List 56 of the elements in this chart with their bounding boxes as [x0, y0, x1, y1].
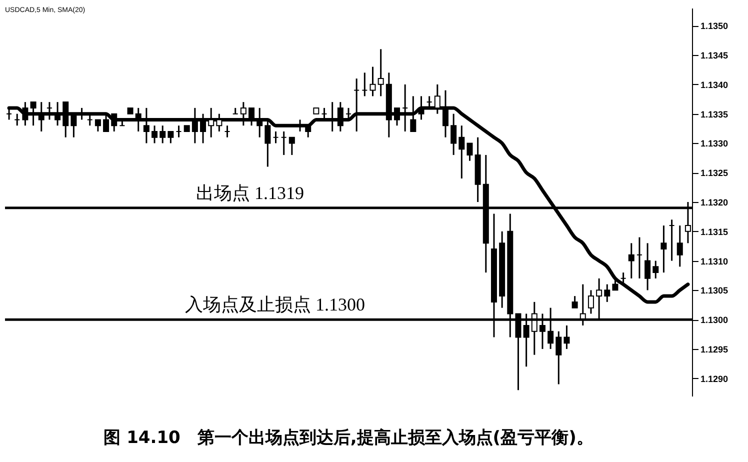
candlestick — [466, 142, 473, 162]
candlestick — [668, 218, 675, 262]
candlestick — [305, 124, 312, 138]
y-tick-label: 1.1320 — [700, 198, 728, 208]
candlestick — [86, 113, 93, 126]
y-tick-label: 1.1315 — [700, 226, 728, 237]
ref-line-label: 入场点及止损点 1.1300 — [185, 294, 365, 315]
candlestick — [676, 224, 683, 268]
candlestick — [168, 130, 174, 144]
candlestick — [176, 124, 182, 138]
candlestick — [660, 224, 667, 274]
candlestick — [556, 330, 562, 385]
candlestick — [362, 72, 368, 97]
candlestick — [628, 242, 634, 280]
candlestick — [94, 118, 101, 132]
candlestick — [652, 260, 659, 280]
y-tick-label: 1.1335 — [700, 109, 728, 120]
y-tick-label: 1.1340 — [700, 80, 728, 90]
candlestick — [103, 113, 110, 132]
candlestick — [378, 48, 384, 97]
candlestick — [119, 118, 126, 126]
y-tick-label: 1.1345 — [700, 50, 728, 61]
y-tick-label: 1.1305 — [700, 286, 728, 296]
candlestick — [224, 124, 230, 138]
candlestick — [14, 113, 20, 126]
y-tick-label: 1.1310 — [700, 256, 728, 266]
candlestick — [636, 236, 642, 280]
candlestick — [370, 66, 376, 97]
candlestick — [200, 113, 206, 144]
candlestick — [612, 278, 618, 291]
candlestick — [160, 124, 166, 144]
y-tick-label: 1.1325 — [700, 168, 728, 178]
y-tick-label: 1.1300 — [700, 315, 728, 326]
text: 图 14.10 第一个出场点到达后,提高止损至入场点(盈亏平衡)。 — [104, 428, 594, 448]
candlestick — [70, 113, 77, 138]
candlestick — [450, 113, 457, 156]
candlestick — [232, 107, 238, 115]
y-tick-label: 1.1295 — [700, 344, 728, 354]
candlestick — [111, 113, 118, 132]
candlestick — [152, 124, 158, 144]
candlestick — [458, 124, 465, 180]
candlestick — [564, 324, 570, 350]
candlestick — [288, 136, 295, 156]
candlestick — [572, 295, 578, 309]
candlestick — [264, 118, 271, 168]
y-tick-label: 1.1350 — [700, 21, 728, 32]
candlestick — [280, 130, 287, 156]
candlestick — [588, 289, 594, 314]
candlestick — [272, 130, 279, 144]
candlestick — [644, 242, 651, 291]
y-tick-label: 1.1290 — [700, 374, 728, 384]
candlestick — [620, 272, 626, 286]
y-tick-label: 1.1330 — [700, 138, 728, 149]
candlestick — [216, 113, 222, 132]
candlestick — [604, 284, 610, 303]
ref-line-label: 出场点 1.1319 — [196, 182, 304, 203]
